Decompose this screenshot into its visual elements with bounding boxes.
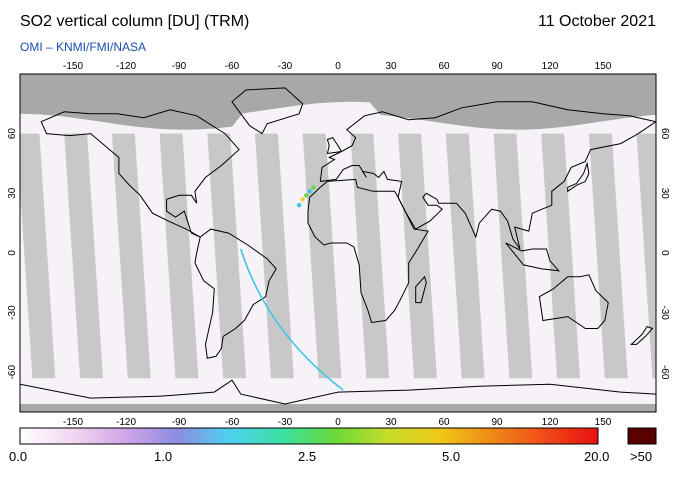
- lon-tick-top: -150: [63, 61, 83, 72]
- lat-tick-right: 0: [659, 250, 670, 256]
- colorbar-label-3: 5.0: [442, 449, 461, 464]
- lat-tick-right: 60: [659, 128, 670, 140]
- coastlines: [20, 87, 656, 405]
- no-data-gap: [541, 133, 580, 379]
- north-polar-cap: [20, 74, 656, 130]
- coastline-north-america: [40, 109, 240, 238]
- lat-tick-left: 60: [7, 128, 18, 140]
- map-date: 11 October 2021: [537, 13, 656, 30]
- coastline-greenland: [231, 87, 304, 135]
- colorbar-overflow-swatch: [627, 427, 657, 445]
- lat-tick-right: -30: [659, 305, 670, 320]
- lon-tick-top: 0: [335, 61, 341, 72]
- lon-ticks-bottom: -150 -120 -90 -60 -30 0 30 60 90 120 150: [63, 417, 612, 428]
- lon-ticks-top: -150 -120 -90 -60 -30 0 30 60 90 120 150: [63, 61, 612, 72]
- no-data-gap: [111, 133, 151, 379]
- data-gaps: [20, 133, 656, 379]
- coastline-madagascar: [415, 275, 427, 304]
- lon-tick-bottom: 0: [335, 417, 341, 428]
- polar-caps: [20, 74, 656, 412]
- no-data-gap: [636, 133, 656, 379]
- map-area: [20, 74, 656, 412]
- lon-tick-bottom: -60: [225, 417, 240, 428]
- lat-tick-right: -60: [659, 365, 670, 380]
- so2-plume-canary-islands: [300, 197, 305, 202]
- lon-tick-bottom: -120: [116, 417, 136, 428]
- so2-plume-canary-islands: [311, 185, 316, 190]
- lon-tick-bottom: 90: [491, 417, 503, 428]
- lat-tick-left: -60: [7, 365, 18, 380]
- lon-tick-bottom: 120: [542, 417, 559, 428]
- coastline-south-america: [194, 228, 277, 359]
- lat-tick-left: 0: [7, 250, 18, 256]
- coastline-australia: [538, 274, 609, 329]
- lon-tick-top: 30: [385, 61, 397, 72]
- lat-tick-right: 30: [659, 188, 670, 200]
- lat-ticks-right: 60 30 0 -30 -60: [659, 128, 670, 380]
- lon-tick-top: -60: [225, 61, 240, 72]
- no-data-gap: [398, 133, 437, 379]
- colorbar-label-4: 20.0: [584, 449, 610, 464]
- lon-tick-top: 90: [491, 61, 503, 72]
- lon-tick-top: 120: [542, 61, 559, 72]
- colorbar-label-0: 0.0: [9, 449, 28, 464]
- colorbar-label-2: 2.5: [298, 449, 317, 464]
- credit-line: OMI – KNMI/FMI/NASA: [20, 40, 147, 54]
- coastline-indonesia: [505, 242, 561, 272]
- colorbar-label-overflow: >50: [630, 449, 653, 464]
- so2-trace-south-atlantic: [240, 248, 344, 391]
- lon-tick-bottom: -90: [172, 417, 187, 428]
- lon-tick-top: -120: [116, 61, 136, 72]
- map-frame: [19, 73, 657, 413]
- coastline-british-isles: [326, 136, 343, 155]
- no-data-gap: [588, 133, 628, 379]
- no-data-gap: [493, 133, 533, 379]
- lat-tick-left: -30: [7, 305, 18, 320]
- so2-plumes: [240, 185, 344, 391]
- coastline-eurasia: [319, 101, 656, 250]
- coastline-antarctica: [20, 379, 656, 405]
- coastline-new-zealand: [630, 325, 654, 345]
- lon-tick-bottom: 60: [438, 417, 450, 428]
- map-title: SO2 vertical column [DU] (TRM): [20, 13, 250, 30]
- lon-tick-top: -30: [278, 61, 293, 72]
- south-polar-cap: [20, 404, 656, 412]
- no-data-gap: [64, 133, 103, 379]
- lat-tick-left: 30: [7, 187, 18, 199]
- lon-tick-top: -90: [172, 61, 187, 72]
- coastline-japan: [567, 161, 590, 193]
- coastline-africa: [307, 178, 429, 324]
- lon-tick-bottom: -30: [278, 417, 293, 428]
- no-data-gap: [350, 133, 390, 379]
- colorbar-label-1: 1.0: [154, 449, 173, 464]
- no-data-gap: [255, 133, 294, 379]
- lon-tick-top: 60: [438, 61, 450, 72]
- so2-plume-canary-islands: [296, 203, 302, 208]
- so2-plume-canary-islands: [307, 189, 312, 194]
- lon-tick-bottom: 150: [595, 417, 612, 428]
- lon-tick-bottom: 30: [385, 417, 397, 428]
- colorbar: [19, 427, 599, 445]
- no-data-gap: [207, 133, 247, 379]
- lat-ticks-left: 60 30 0 -30 -60: [7, 128, 18, 380]
- no-data-gap: [159, 133, 199, 379]
- lon-tick-top: 150: [595, 61, 612, 72]
- so2-plume-canary-islands: [304, 193, 309, 198]
- no-data-gap: [20, 133, 56, 379]
- no-data-gap: [445, 133, 485, 379]
- lon-tick-bottom: -150: [63, 417, 83, 428]
